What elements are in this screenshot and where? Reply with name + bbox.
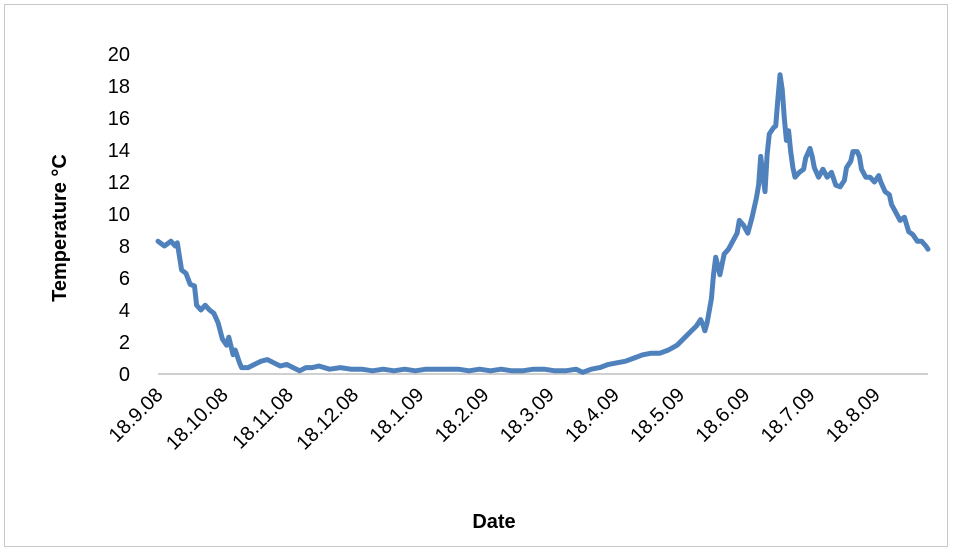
x-tick-label: 18.4.09 [561, 384, 624, 447]
x-tick-label: 18.3.09 [496, 384, 559, 447]
x-tick-label: 18.7.09 [757, 384, 820, 447]
chart-frame [4, 4, 948, 547]
y-tick-label: 16 [108, 108, 130, 130]
x-tick-label: 18.10.08 [162, 384, 233, 455]
y-tick-label: 8 [119, 236, 130, 258]
x-tick-label: 18.9.08 [105, 384, 168, 447]
y-axis-title: Temperature °C [49, 154, 71, 302]
y-tick-label: 14 [108, 140, 130, 162]
y-tick-label: 12 [108, 172, 130, 194]
x-tick-label: 18.1.09 [366, 384, 429, 447]
y-tick-label: 2 [119, 332, 130, 354]
y-tick-label: 6 [119, 268, 130, 290]
x-tick-label: 18.11.08 [228, 384, 298, 454]
x-tick-label: 18.2.09 [431, 384, 494, 447]
y-tick-label: 18 [108, 76, 130, 98]
y-tick-label: 10 [108, 204, 130, 226]
x-tick-label: 18.6.09 [692, 384, 755, 447]
temperature-series-line [155, 72, 931, 375]
x-tick-label: 18.8.09 [822, 384, 885, 447]
y-tick-label: 0 [119, 364, 130, 386]
y-tick-labels: 0 2 4 6 8 10 12 14 16 18 20 [108, 44, 130, 386]
y-tick-label: 20 [108, 44, 130, 66]
y-tick-label: 4 [119, 300, 130, 322]
x-axis-title: Date [472, 511, 515, 533]
x-tick-label: 18.5.09 [626, 384, 689, 447]
x-tick-label: 18.12.08 [293, 384, 364, 455]
